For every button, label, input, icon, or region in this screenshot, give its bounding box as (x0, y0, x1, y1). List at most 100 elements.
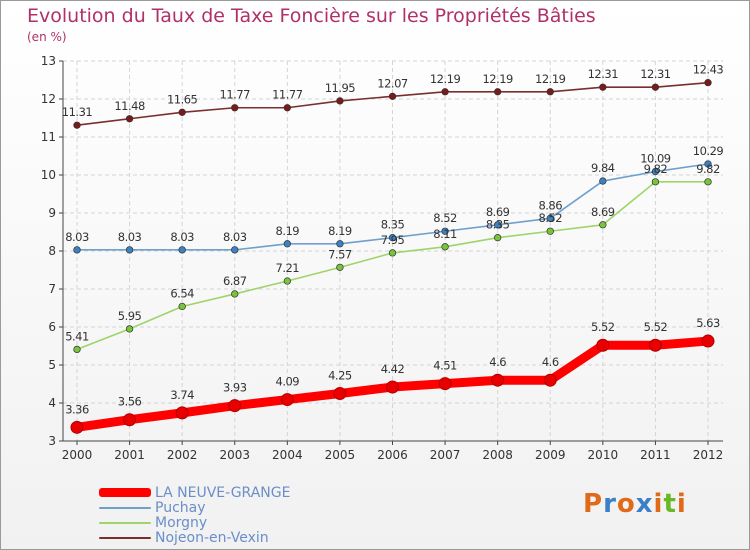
data-point-morgny (704, 178, 712, 186)
x-tick-label: 2002 (167, 448, 198, 462)
logo-letter: i (676, 489, 687, 519)
data-label-morgny: 7.57 (328, 247, 352, 261)
data-label-morgny: 8.11 (433, 227, 457, 241)
data-point-morgny (599, 221, 607, 229)
x-tick-label: 2011 (640, 448, 671, 462)
data-point-nojeon-en-vexin (651, 83, 660, 91)
data-point-nojeon-en-vexin (336, 97, 344, 105)
x-tick-label: 2003 (219, 448, 250, 462)
data-label-la-neuve-grange: 4.25 (328, 369, 352, 383)
data-point-la-neuve-grange (333, 387, 347, 400)
legend-label: Puchay (155, 499, 206, 516)
data-point-puchay (651, 167, 660, 176)
data-point-puchay (73, 246, 81, 254)
data-point-puchay (125, 246, 134, 254)
legend-item-la-neuve-grange: LA NEUVE-GRANGE (99, 484, 291, 501)
logo-letter: x (635, 489, 654, 519)
y-tick-label: 11 (41, 130, 56, 144)
data-label-la-neuve-grange: 3.74 (170, 388, 194, 402)
legend-swatch (99, 536, 151, 539)
x-tick-label: 2008 (482, 448, 513, 462)
data-label-nojeon-en-vexin: 12.19 (535, 72, 566, 86)
legend-label: Nojeon-en-Vexin (155, 529, 269, 546)
data-label-morgny: 9.82 (644, 162, 668, 176)
data-point-la-neuve-grange (438, 377, 452, 391)
y-tick-label: 9 (48, 206, 56, 220)
data-label-puchay: 8.52 (433, 211, 457, 225)
data-label-la-neuve-grange: 4.42 (381, 362, 405, 376)
data-label-nojeon-en-vexin: 11.77 (272, 88, 303, 102)
data-point-morgny (73, 345, 81, 354)
data-point-nojeon-en-vexin (125, 115, 134, 123)
data-label-la-neuve-grange: 4.6 (542, 355, 559, 369)
data-label-puchay: 8.03 (65, 230, 89, 244)
data-point-nojeon-en-vexin (178, 108, 186, 116)
data-label-nojeon-en-vexin: 11.65 (167, 92, 198, 106)
data-label-la-neuve-grange: 3.56 (118, 395, 142, 409)
x-tick-label: 2000 (62, 448, 93, 462)
data-label-morgny: 8.52 (538, 211, 562, 225)
data-label-puchay: 8.03 (223, 230, 247, 244)
data-label-puchay: 9.84 (591, 161, 615, 175)
y-tick-label: 5 (48, 358, 56, 372)
data-point-nojeon-en-vexin (283, 104, 291, 112)
data-point-morgny (388, 249, 397, 257)
data-point-nojeon-en-vexin (494, 88, 502, 96)
x-tick-label: 2010 (588, 448, 619, 462)
chart-title: Evolution du Taux de Taxe Foncière sur l… (27, 5, 596, 27)
data-label-morgny: 6.87 (223, 274, 247, 288)
data-point-nojeon-en-vexin (388, 92, 397, 100)
y-tick-label: 6 (48, 320, 56, 334)
data-point-puchay (231, 246, 239, 254)
data-label-nojeon-en-vexin: 11.77 (220, 88, 251, 102)
data-point-nojeon-en-vexin (704, 79, 712, 87)
line-chart: 3 4 5 6 7 8 9 10 11 12 13 2000 2001 2002 2003 2004 2005 2… (41, 54, 724, 462)
data-label-nojeon-en-vexin: 12.07 (377, 76, 408, 90)
legend-label: Morgny (155, 514, 208, 531)
data-point-la-neuve-grange (491, 373, 505, 387)
logo-letter: P (583, 489, 604, 519)
legend-item-puchay: Puchay (99, 499, 290, 516)
y-tick-label: 7 (48, 282, 56, 296)
data-label-la-neuve-grange: 5.52 (644, 320, 668, 334)
data-label-morgny: 8.69 (591, 205, 615, 219)
data-point-la-neuve-grange (596, 338, 610, 352)
data-label-nojeon-en-vexin: 11.95 (325, 81, 356, 95)
data-point-morgny (494, 234, 502, 242)
logo-letter: o (616, 489, 636, 519)
data-label-morgny: 6.54 (170, 286, 194, 300)
x-tick-label: 2012 (693, 448, 724, 462)
data-label-la-neuve-grange: 5.52 (591, 320, 615, 334)
data-label-morgny: 8.35 (486, 218, 510, 232)
y-tick-label: 3 (48, 434, 56, 448)
data-point-la-neuve-grange (228, 399, 242, 413)
data-label-morgny: 5.41 (65, 329, 89, 343)
data-label-nojeon-en-vexin: 12.43 (693, 63, 724, 77)
data-label-puchay: 8.69 (486, 205, 510, 219)
data-label-puchay: 10.29 (693, 144, 724, 158)
data-label-la-neuve-grange: 3.93 (223, 381, 247, 395)
data-label-puchay: 8.03 (170, 230, 194, 244)
data-label-nojeon-en-vexin: 11.48 (114, 99, 145, 113)
y-tick-label: 8 (48, 244, 56, 258)
data-label-nojeon-en-vexin: 12.31 (588, 67, 619, 81)
data-point-morgny (546, 227, 554, 235)
data-point-la-neuve-grange (123, 413, 137, 427)
data-point-nojeon-en-vexin (546, 88, 554, 96)
legend-swatch (99, 506, 151, 509)
legend-label: LA NEUVE-GRANGE (155, 484, 291, 501)
legend-item-morgny: Morgny (99, 514, 290, 531)
legend-swatch (99, 521, 151, 524)
data-point-puchay (494, 221, 502, 229)
data-label-nojeon-en-vexin: 11.31 (62, 105, 93, 119)
data-point-puchay (178, 246, 186, 254)
data-point-puchay (336, 240, 344, 248)
legend-item-nojeon-en-vexin: Nojeon-en-Vexin (99, 529, 290, 546)
x-tick-label: 2004 (272, 448, 303, 462)
data-point-puchay (546, 214, 554, 222)
data-label-puchay: 8.35 (381, 218, 405, 232)
y-tick-label: 12 (41, 92, 56, 106)
data-label-nojeon-en-vexin: 12.19 (430, 72, 461, 86)
y-tick-label: 4 (48, 396, 56, 410)
